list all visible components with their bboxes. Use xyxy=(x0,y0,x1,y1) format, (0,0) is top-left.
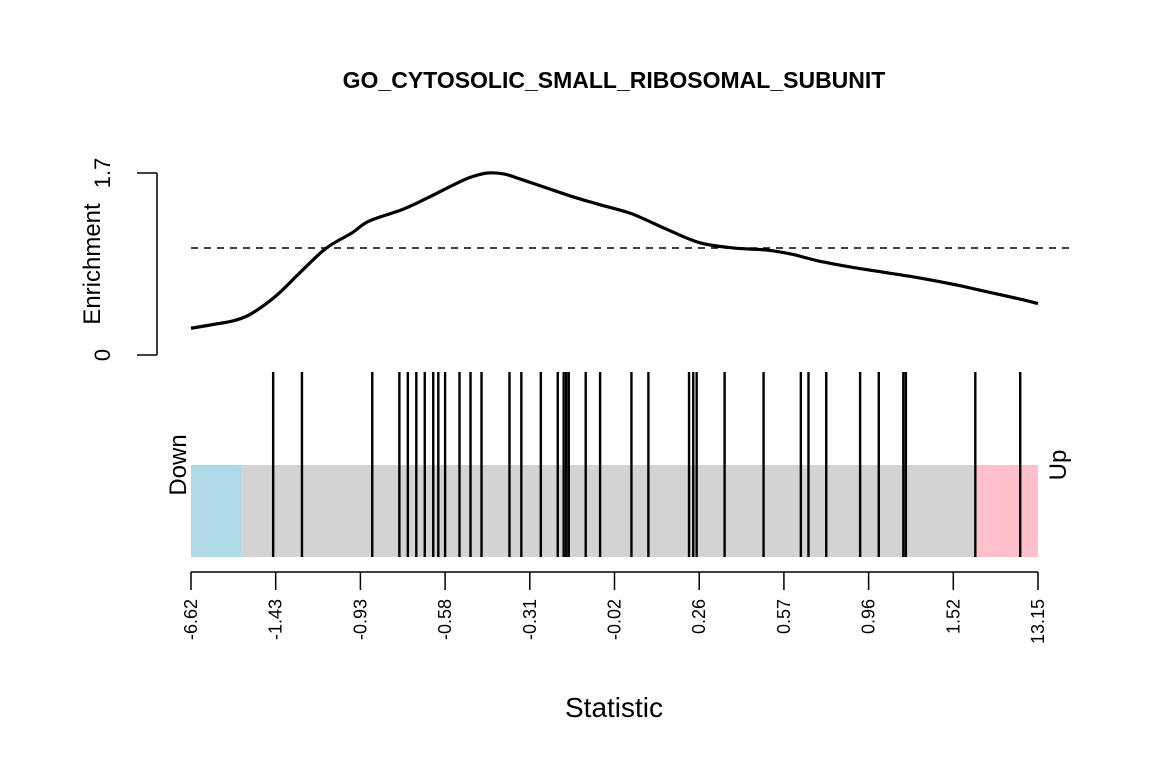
x-tick-label: -0.58 xyxy=(435,599,455,640)
x-tick-label: -1.43 xyxy=(266,599,286,640)
enrichment-axis-label: Enrichment xyxy=(79,203,106,325)
enrichment-panel: 1.7 0 Enrichment xyxy=(79,158,1073,361)
x-tick-label: 0.96 xyxy=(859,599,879,634)
up-label: Up xyxy=(1045,450,1072,481)
x-tick-label: 0.57 xyxy=(774,599,794,634)
barcode-panel: Down Up xyxy=(165,372,1072,557)
enrichment-tick-label-bottom: 0 xyxy=(90,349,115,361)
x-axis: -6.62 -1.43 -0.93 -0.58 -0.31 -0.02 0.26 0.57 0.… xyxy=(181,571,1048,723)
region-neutral xyxy=(241,465,976,557)
x-tick-label: 0.26 xyxy=(689,599,709,634)
enrichment-tick-label-top: 1.7 xyxy=(90,158,115,189)
x-axis-label: Statistic xyxy=(565,692,663,723)
region-down xyxy=(191,465,242,557)
x-tick-label: -0.93 xyxy=(350,599,370,640)
enrichment-curve xyxy=(190,171,1039,330)
x-tick-label: 1.52 xyxy=(943,599,963,634)
down-label: Down xyxy=(165,434,192,495)
x-tick-label: -6.62 xyxy=(181,599,201,640)
x-tick-label: -0.02 xyxy=(605,599,625,640)
x-tick-label: 13.15 xyxy=(1028,599,1048,644)
region-up xyxy=(975,465,1038,557)
x-tick-label: -0.31 xyxy=(520,599,540,640)
chart-title: GO_CYTOSOLIC_SMALL_RIBOSOMAL_SUBUNIT xyxy=(343,67,886,93)
